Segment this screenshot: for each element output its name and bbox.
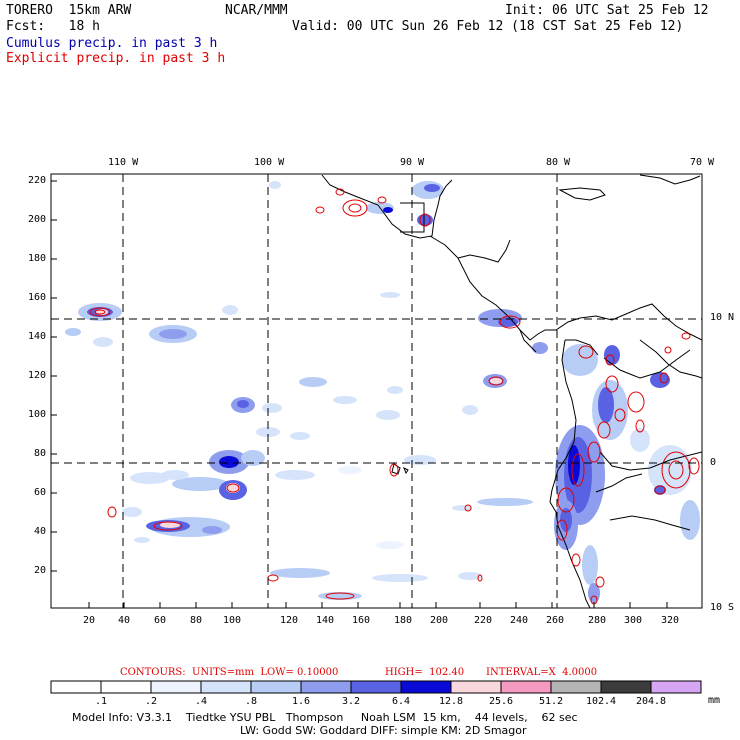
lon-label-100w: 100 W xyxy=(254,157,285,168)
x-tick: 180 xyxy=(394,615,413,626)
lon-label-90w: 90 W xyxy=(400,157,425,168)
x-tick: 120 xyxy=(280,615,299,626)
contour-interval: INTERVAL=X 4.0000 xyxy=(486,667,598,678)
colorbar-label: .4 xyxy=(194,696,208,707)
y-tick: 100 xyxy=(28,409,47,420)
x-tick: 200 xyxy=(430,615,449,626)
colorbar-label: 204.8 xyxy=(635,696,667,707)
axis-ticks xyxy=(51,180,668,608)
y-tick: 220 xyxy=(28,175,47,186)
colorbar-label: 51.2 xyxy=(538,696,564,707)
x-tick: 300 xyxy=(624,615,643,626)
lat-lon-grid xyxy=(51,174,702,608)
lat-label-0: 0 xyxy=(710,457,717,468)
x-tick: 40 xyxy=(118,615,131,626)
y-tick: 80 xyxy=(34,448,47,459)
x-tick: 160 xyxy=(352,615,371,626)
x-tick: 320 xyxy=(661,615,680,626)
lon-label-70w: 70 W xyxy=(690,157,715,168)
colorbar-label: .2 xyxy=(144,696,158,707)
y-tick: 60 xyxy=(34,487,47,498)
x-tick: 60 xyxy=(154,615,167,626)
colorbar-label: .8 xyxy=(244,696,258,707)
y-tick: 140 xyxy=(28,331,47,342)
lon-label-80w: 80 W xyxy=(546,157,571,168)
x-tick: 220 xyxy=(474,615,493,626)
y-tick: 20 xyxy=(34,565,47,576)
organization: NCAR/MMM xyxy=(225,3,288,18)
colorbar-label: 1.6 xyxy=(291,696,311,707)
y-tick: 160 xyxy=(28,292,47,303)
colorbar-label: 102.4 xyxy=(585,696,617,707)
x-tick: 240 xyxy=(510,615,529,626)
colorbar-label: 3.2 xyxy=(341,696,361,707)
model-physics: LW: Godd SW: Goddard DIFF: simple KM: 2D… xyxy=(240,724,527,737)
colorbar-label: 6.4 xyxy=(391,696,411,707)
explicit-legend: Explicit precip. in past 3 h xyxy=(6,51,226,66)
contour-high: HIGH= 102.40 xyxy=(385,667,465,678)
contour-info: CONTOURS: UNITS=mm LOW= 0.10000 xyxy=(120,667,339,678)
valid-time: Valid: 00 UTC Sun 26 Feb 12 (18 CST Sat … xyxy=(292,19,684,34)
x-tick: 80 xyxy=(190,615,203,626)
y-tick: 200 xyxy=(28,214,47,225)
map-frame xyxy=(50,173,703,609)
colorbar-label: .1 xyxy=(94,696,108,707)
explicit-precip-contours xyxy=(89,188,700,605)
init-time: Init: 06 UTC Sat 25 Feb 12 xyxy=(505,3,709,18)
map-background xyxy=(51,174,702,608)
coastlines xyxy=(321,174,702,608)
x-tick: 20 xyxy=(83,615,96,626)
x-tick: 280 xyxy=(588,615,607,626)
colorbar-label: 25.6 xyxy=(488,696,514,707)
y-tick: 120 xyxy=(28,370,47,381)
cumulus-legend: Cumulus precip. in past 3 h xyxy=(6,36,218,51)
x-tick: 100 xyxy=(223,615,242,626)
forecast-hour: Fcst: 18 h xyxy=(6,19,100,34)
model-title: TORERO 15km ARW xyxy=(6,3,132,18)
cumulus-precip-areas xyxy=(65,181,700,603)
y-tick: 180 xyxy=(28,253,47,264)
colorbar-unit: mm xyxy=(708,695,721,706)
model-info: Model Info: V3.3.1 Tiedtke YSU PBL Thomp… xyxy=(72,711,578,724)
lon-label-110w: 110 W xyxy=(108,157,139,168)
colorbar-label: 12.8 xyxy=(438,696,464,707)
lat-label-10n: 10 N xyxy=(710,312,735,323)
x-tick: 260 xyxy=(546,615,565,626)
x-tick: 140 xyxy=(316,615,335,626)
lat-label-10s: 10 S xyxy=(710,602,735,613)
y-tick: 40 xyxy=(34,526,47,537)
